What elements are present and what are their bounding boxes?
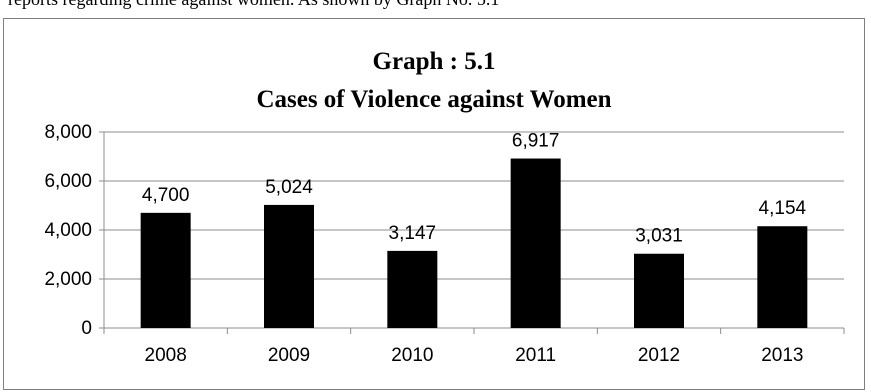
y-tick-label: 2,000 [44, 269, 92, 290]
x-tick-label-2008: 2008 [145, 345, 187, 366]
data-label-2011: 6,917 [512, 131, 560, 152]
x-tick-label-2012: 2012 [638, 345, 680, 366]
bar-2008 [140, 212, 191, 328]
chart-container: Graph : 5.1 Cases of Violence against Wo… [3, 18, 865, 390]
y-tick-label: 4,000 [44, 220, 92, 241]
data-label-2008: 4,700 [142, 185, 190, 206]
data-label-2009: 5,024 [265, 177, 313, 198]
chart-title-line-2: Cases of Violence against Women [256, 86, 612, 113]
bar-2011 [510, 158, 561, 328]
data-label-2010: 3,147 [389, 223, 437, 244]
bar-chart-plot: 0 2,000 4,000 6,000 8,000 4,700 2008 5,024 2009 3… [44, 122, 845, 366]
x-tick-label-2011: 2011 [515, 345, 556, 366]
preceding-text-line: reports regarding crime against women. A… [8, 0, 499, 10]
y-tick-label: 8,000 [44, 122, 92, 143]
x-tick-label-2009: 2009 [268, 345, 310, 366]
y-tick-label: 6,000 [44, 171, 92, 192]
x-tick-label-2013: 2013 [761, 345, 803, 366]
x-tick-label-2010: 2010 [391, 345, 433, 366]
chart-title-line-1: Graph : 5.1 [372, 48, 496, 75]
bar-2012 [634, 253, 684, 328]
data-label-2012: 3,031 [635, 226, 683, 247]
y-tick-label: 0 [81, 318, 92, 339]
bar-2009 [264, 204, 314, 328]
bar-2013 [757, 226, 808, 328]
data-label-2013: 4,154 [759, 198, 807, 219]
bar-2010 [387, 250, 438, 328]
